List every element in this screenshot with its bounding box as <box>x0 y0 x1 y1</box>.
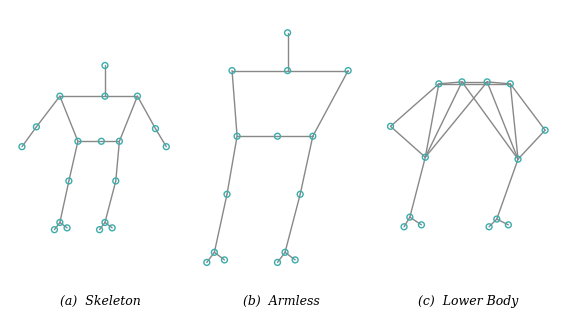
Point <box>541 128 550 133</box>
Text: (a)  Skeleton: (a) Skeleton <box>60 295 141 308</box>
Point <box>308 134 317 139</box>
Point <box>296 192 305 197</box>
Point <box>32 124 41 129</box>
Point <box>220 257 229 263</box>
Point <box>151 126 160 131</box>
Point <box>63 225 72 230</box>
Point <box>115 139 124 144</box>
Point <box>227 68 236 73</box>
Point <box>504 222 513 227</box>
Point <box>421 155 430 160</box>
Point <box>222 192 231 197</box>
Point <box>17 144 26 149</box>
Point <box>111 178 121 183</box>
Point <box>283 68 292 73</box>
Point <box>64 178 73 183</box>
Point <box>73 139 83 144</box>
Point <box>400 224 409 229</box>
Point <box>417 222 426 227</box>
Point <box>107 225 117 230</box>
Point <box>405 214 414 219</box>
Point <box>210 250 219 255</box>
Point <box>55 94 64 99</box>
Point <box>202 260 211 265</box>
Point <box>506 81 515 86</box>
Point <box>100 94 110 99</box>
Point <box>492 217 501 222</box>
Point <box>484 224 494 229</box>
Point <box>281 250 290 255</box>
Text: (b)  Armless: (b) Armless <box>243 295 320 308</box>
Point <box>483 79 492 84</box>
Point <box>290 257 300 263</box>
Point <box>283 30 292 35</box>
Point <box>100 220 110 225</box>
Point <box>513 157 522 162</box>
Point <box>133 94 142 99</box>
Point <box>457 79 467 84</box>
Point <box>273 134 282 139</box>
Point <box>100 63 110 68</box>
Point <box>50 227 59 232</box>
Point <box>55 220 64 225</box>
Point <box>386 124 395 129</box>
Point <box>95 227 104 232</box>
Point <box>232 134 242 139</box>
Point <box>435 81 444 86</box>
Text: (c)  Lower Body: (c) Lower Body <box>418 295 518 308</box>
Point <box>344 68 353 73</box>
Point <box>162 144 171 149</box>
Point <box>273 260 282 265</box>
Point <box>97 139 106 144</box>
